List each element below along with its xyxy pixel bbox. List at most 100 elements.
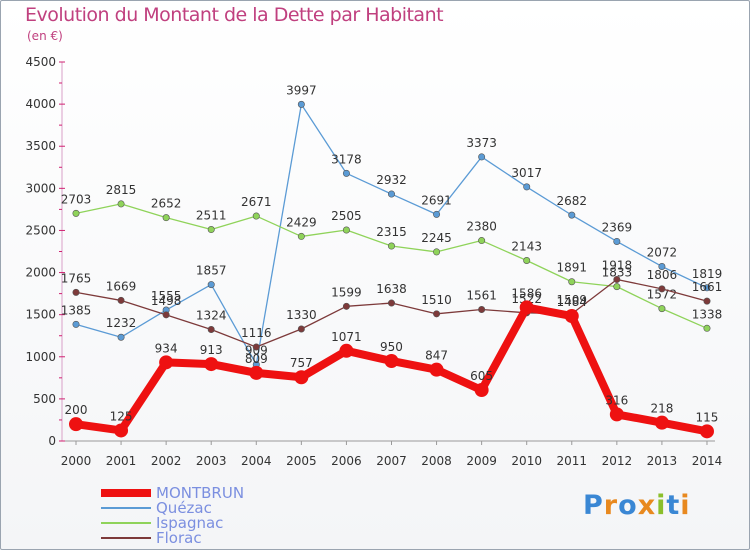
x-tick-label: 2009 (466, 454, 497, 468)
legend-item-montbrun: MONTBRUN (101, 483, 245, 502)
x-tick-label: 2005 (286, 454, 317, 468)
x-tick-label: 2011 (556, 454, 587, 468)
data-point-ispagnac (613, 283, 621, 291)
data-point-quezac (433, 210, 441, 218)
data-label-montbrun: 950 (380, 340, 403, 354)
data-label-quezac: 1857 (196, 264, 227, 278)
x-tick-label: 2004 (241, 454, 272, 468)
legend-swatch (101, 506, 151, 509)
data-label-quezac: 2691 (421, 193, 452, 207)
data-point-florac (207, 325, 215, 333)
y-tick-label: 4000 (25, 97, 56, 111)
logo-letter: x (637, 490, 657, 521)
y-tick-label: 4500 (25, 55, 56, 69)
data-point-quezac (568, 211, 576, 219)
data-label-montbrun: 115 (696, 410, 719, 424)
data-label-quezac: 2932 (376, 173, 407, 187)
data-label-montbrun: 605 (470, 369, 493, 383)
x-tick-label: 2001 (106, 454, 137, 468)
data-label-ispagnac: 1891 (556, 261, 587, 275)
logo-letter: r (603, 490, 619, 521)
data-point-florac (252, 343, 260, 351)
data-label-montbrun: 218 (650, 402, 673, 416)
logo-letter: o (618, 490, 638, 521)
data-label-quezac: 1232 (106, 316, 137, 330)
data-point-florac (433, 310, 441, 318)
data-point-montbrun (294, 370, 309, 385)
legend-label: Ispagnac (156, 513, 224, 532)
data-label-florac: 1806 (647, 268, 678, 282)
legend-label: MONTBRUN (156, 483, 245, 502)
data-point-montbrun (429, 362, 444, 377)
data-label-montbrun: 847 (425, 349, 448, 363)
data-point-florac (162, 311, 170, 319)
data-point-quezac (207, 281, 215, 289)
x-tick-label: 2010 (511, 454, 542, 468)
data-point-montbrun (519, 300, 534, 315)
data-label-ispagnac: 2703 (61, 192, 92, 206)
chart-title: Evolution du Montant de la Dette par Hab… (25, 4, 444, 26)
data-point-florac (478, 306, 486, 314)
data-label-florac: 1509 (556, 293, 587, 307)
data-label-ispagnac: 2143 (511, 240, 542, 254)
y-tick-label: 3000 (25, 181, 56, 195)
data-point-quezac (297, 100, 305, 108)
data-point-quezac (117, 333, 125, 341)
y-tick-label: 1500 (25, 308, 56, 322)
data-label-florac: 1498 (151, 294, 182, 308)
data-label-ispagnac: 2511 (196, 209, 227, 223)
data-label-quezac: 3373 (466, 136, 497, 150)
data-label-quezac: 1385 (61, 303, 92, 317)
y-tick-label: 2000 (25, 266, 56, 280)
data-point-ispagnac (252, 212, 260, 220)
data-label-florac: 1522 (511, 292, 542, 306)
data-label-florac: 1669 (106, 279, 137, 293)
data-label-florac: 1918 (602, 258, 633, 272)
data-label-quezac: 3017 (511, 166, 542, 180)
data-label-quezac: 2682 (556, 194, 587, 208)
data-label-montbrun: 125 (110, 409, 133, 423)
chart-subtitle: (en €) (27, 29, 63, 43)
data-point-quezac (342, 169, 350, 177)
data-point-ispagnac (72, 209, 80, 217)
legend-label: Quézac (156, 498, 212, 517)
data-point-florac (387, 299, 395, 307)
data-point-montbrun (699, 424, 714, 439)
data-point-ispagnac (523, 257, 531, 265)
data-point-ispagnac (162, 214, 170, 222)
data-point-florac (297, 325, 305, 333)
data-point-montbrun (654, 415, 669, 430)
x-tick-label: 2002 (151, 454, 182, 468)
legend-swatch (101, 488, 151, 497)
y-tick-label: 1000 (25, 350, 56, 364)
data-point-ispagnac (342, 226, 350, 234)
data-label-quezac: 1555 (151, 289, 182, 303)
data-point-ispagnac (478, 237, 486, 245)
data-label-montbrun: 200 (65, 403, 88, 417)
data-point-montbrun (114, 423, 129, 438)
data-label-florac: 1330 (286, 308, 317, 322)
data-label-florac: 1638 (376, 282, 407, 296)
data-label-florac: 1599 (331, 285, 362, 299)
data-point-montbrun (564, 309, 579, 324)
data-point-quezac (523, 183, 531, 191)
data-point-montbrun (384, 353, 399, 368)
data-label-ispagnac: 1338 (692, 307, 723, 321)
x-tick-label: 2013 (647, 454, 678, 468)
data-label-ispagnac: 2315 (376, 225, 407, 239)
data-point-ispagnac (117, 200, 125, 208)
data-point-quezac (658, 262, 666, 270)
data-label-florac: 1765 (61, 271, 92, 285)
data-label-ispagnac: 1833 (602, 266, 633, 280)
data-point-ispagnac (703, 324, 711, 332)
data-label-ispagnac: 2505 (331, 209, 362, 223)
data-label-montbrun: 316 (605, 393, 628, 407)
x-tick-label: 2000 (61, 454, 92, 468)
data-point-quezac (613, 237, 621, 245)
proxiti-logo: Proxiti (583, 490, 691, 521)
data-label-florac: 1661 (692, 280, 723, 294)
y-tick-label: 2500 (25, 223, 56, 237)
chart-legend: MONTBRUN Quézac Ispagnac Florac (101, 483, 245, 547)
